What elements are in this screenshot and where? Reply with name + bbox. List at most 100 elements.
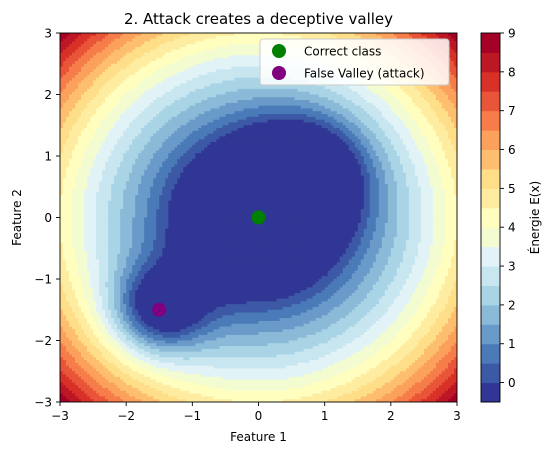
contour-cell bbox=[108, 52, 112, 56]
contour-cell bbox=[87, 33, 91, 37]
contour-cell bbox=[192, 49, 196, 54]
contour-cell bbox=[183, 41, 187, 45]
contour-cell bbox=[93, 58, 97, 62]
contour-cell bbox=[225, 69, 230, 73]
contour-cell bbox=[237, 69, 242, 73]
contour-cell bbox=[231, 58, 236, 62]
contour-cell bbox=[231, 63, 236, 68]
contour-cell bbox=[240, 38, 245, 42]
contour-cell bbox=[168, 66, 172, 70]
contour-cell bbox=[96, 55, 100, 59]
contour-cell bbox=[249, 33, 254, 37]
contour-cell bbox=[120, 44, 124, 48]
contour-cell bbox=[90, 33, 94, 37]
contour-cell bbox=[96, 72, 100, 76]
contour-cell bbox=[324, 35, 329, 40]
contour-cell bbox=[96, 44, 100, 48]
contour-cell bbox=[255, 66, 260, 70]
contour-cell bbox=[90, 60, 94, 65]
contour-cell bbox=[72, 58, 76, 62]
contour-cell bbox=[228, 63, 233, 68]
contour-cell bbox=[171, 44, 175, 48]
contour-cell bbox=[195, 55, 199, 59]
contour-cell bbox=[147, 33, 151, 37]
contour-cell bbox=[132, 44, 136, 48]
contour-cell bbox=[138, 35, 142, 40]
contour-cell bbox=[120, 69, 124, 73]
contour-cell bbox=[246, 66, 251, 70]
contour-cell bbox=[162, 63, 166, 68]
contour-cell bbox=[63, 63, 67, 68]
contour-cell bbox=[108, 74, 112, 79]
contour-cell bbox=[177, 60, 181, 65]
contour-cell bbox=[117, 33, 121, 37]
contour-cell bbox=[180, 33, 184, 37]
contour-cell bbox=[396, 35, 401, 40]
contour-cell bbox=[240, 74, 245, 79]
contour-cell bbox=[243, 66, 248, 70]
contour-cell bbox=[402, 33, 407, 37]
contour-cell bbox=[117, 60, 121, 65]
contour-cell bbox=[72, 66, 76, 70]
contour-cell bbox=[213, 72, 217, 76]
contour-cell bbox=[114, 55, 118, 59]
contour-cell bbox=[240, 52, 245, 56]
contour-cell bbox=[111, 58, 115, 62]
contour-cell bbox=[102, 35, 106, 40]
contour-cell bbox=[177, 69, 181, 73]
contour-cell bbox=[216, 55, 220, 59]
contour-cell bbox=[252, 55, 257, 59]
contour-cell bbox=[237, 44, 242, 48]
contour-cell bbox=[210, 58, 214, 62]
contour-cell bbox=[279, 33, 284, 37]
contour-cell bbox=[108, 58, 112, 62]
contour-cell bbox=[81, 49, 85, 54]
contour-cell bbox=[210, 74, 214, 79]
contour-cell bbox=[75, 60, 79, 65]
contour-cell bbox=[246, 49, 251, 54]
contour-cell bbox=[84, 74, 88, 79]
contour-cell bbox=[189, 52, 193, 56]
contour-cell bbox=[231, 33, 236, 37]
contour-cell bbox=[402, 35, 407, 40]
contour-cell bbox=[105, 44, 109, 48]
contour-cell bbox=[156, 41, 160, 45]
contour-cell bbox=[153, 49, 157, 54]
contour-cell bbox=[216, 44, 220, 48]
contour-cell bbox=[231, 72, 236, 76]
contour-cell bbox=[96, 74, 100, 79]
contour-cell bbox=[135, 58, 139, 62]
contour-cell bbox=[102, 38, 106, 42]
contour-cell bbox=[60, 63, 64, 68]
contour-cell bbox=[228, 46, 233, 51]
contour-cell bbox=[66, 41, 70, 45]
contour-cell bbox=[240, 46, 245, 51]
contour-cell bbox=[93, 44, 97, 48]
contour-cell bbox=[78, 60, 82, 65]
contour-cell bbox=[249, 46, 254, 51]
contour-cell bbox=[246, 41, 251, 45]
contour-cell bbox=[117, 58, 121, 62]
contour-cell bbox=[240, 44, 245, 48]
contour-cell bbox=[129, 38, 133, 42]
contour-cell bbox=[93, 52, 97, 56]
contour-cell bbox=[72, 41, 76, 45]
contour-cell bbox=[168, 44, 172, 48]
contour-cell bbox=[126, 35, 130, 40]
contour-cell bbox=[276, 35, 281, 40]
contour-cell bbox=[93, 63, 97, 68]
contour-cell bbox=[189, 35, 193, 40]
contour-cell bbox=[108, 69, 112, 73]
contour-cell bbox=[216, 58, 220, 62]
contour-cell bbox=[165, 46, 169, 51]
contour-cell bbox=[153, 58, 157, 62]
contour-cell bbox=[135, 46, 139, 51]
contour-cell bbox=[96, 66, 100, 70]
contour-cell bbox=[336, 33, 341, 37]
contour-cell bbox=[162, 38, 166, 42]
contour-cell bbox=[150, 44, 154, 48]
contour-cell bbox=[132, 52, 136, 56]
contour-cell bbox=[114, 41, 118, 45]
contour-cell bbox=[111, 41, 115, 45]
contour-cell bbox=[183, 35, 187, 40]
